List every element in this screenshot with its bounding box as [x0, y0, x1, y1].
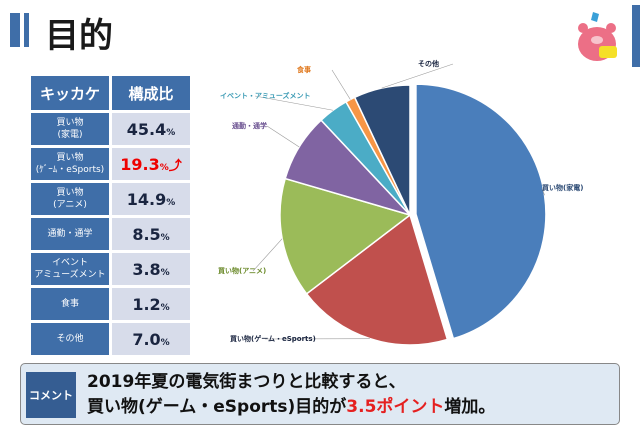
row-label-main: その他 — [56, 334, 84, 344]
row-unit: % — [166, 197, 176, 208]
right-accent-bar — [632, 5, 640, 67]
row-value: 8.5 — [132, 224, 161, 244]
leader-line — [541, 187, 545, 196]
bear-mascot-icon — [578, 12, 617, 61]
row-label-sub: (ｹﾞｰﾑ・eSports) — [35, 165, 105, 175]
row-label: イベントアミューズメント — [31, 253, 109, 285]
row-label-main: 食事 — [60, 299, 79, 309]
row-unit: % — [160, 302, 170, 313]
row-label: 買い物 (家電) — [31, 113, 109, 145]
table-row: 買い物 (アニメ) 14.9% — [31, 183, 190, 215]
row-value-cell: 8.5% — [112, 218, 190, 250]
comment-line2: 買い物(ゲーム・eSports)目的が3.5ポイント増加。 — [87, 395, 495, 420]
pie-slice — [305, 213, 449, 346]
leader-line — [254, 95, 334, 111]
comment-text: 2019年夏の電気街まつりと比較すると、 買い物(ゲーム・eSports)目的が… — [87, 370, 495, 420]
title-accent-bar — [24, 13, 29, 47]
table-row: その他 7.0% — [31, 323, 190, 355]
comment-line2-pre: 買い物(ゲーム・eSports)目的が — [87, 397, 347, 417]
row-label-main: 買い物 — [56, 118, 84, 128]
leader-line — [381, 63, 454, 89]
table-row: 買い物 (ｹﾞｰﾑ・eSports) 19.3%⤴ — [31, 148, 190, 180]
pie-slice — [279, 177, 412, 295]
row-label-sub: アミューズメント — [34, 270, 106, 280]
row-unit: % — [166, 127, 176, 138]
leader-line — [331, 69, 351, 100]
row-value: 7.0 — [132, 329, 161, 349]
slice-label: その他 — [418, 59, 439, 68]
row-label: 買い物 (アニメ) — [31, 183, 109, 215]
leader-line — [252, 238, 283, 272]
row-value: 3.8 — [132, 259, 161, 279]
row-value: 1.2 — [132, 294, 161, 314]
slice-label: 買い物(アニメ) — [217, 266, 266, 275]
row-label: 通勤・通学 — [31, 218, 109, 250]
row-label: 食事 — [31, 288, 109, 320]
row-value-cell: 45.4% — [112, 113, 190, 145]
row-value: 14.9 — [126, 189, 167, 209]
row-label-main: 通勤・通学 — [47, 229, 93, 239]
up-arrow-icon: ⤴ — [168, 158, 182, 174]
title-accent-bar — [10, 13, 20, 47]
comment-highlight: 3.5ポイント — [346, 397, 445, 417]
header-ratio: 構成比 — [112, 76, 190, 110]
pie-chart: 買い物(家電) 買い物(ゲーム・eSports) 買い物(アニメ) 通勤・通学 イベント… — [217, 59, 583, 346]
comment-line2-post: 増加。 — [444, 397, 496, 417]
row-value-cell: 3.8% — [112, 253, 190, 285]
table-row: イベントアミューズメント 3.8% — [31, 253, 190, 285]
row-value-cell: 19.3%⤴ — [112, 148, 190, 180]
slice-label: 買い物(家電) — [541, 183, 583, 192]
table-row: 食事 1.2% — [31, 288, 190, 320]
row-value: 19.3 — [120, 154, 160, 174]
row-unit: % — [160, 337, 170, 348]
pie-slice — [353, 84, 411, 216]
row-label-sub: (家電) — [57, 130, 83, 140]
table-row: 通勤・通学 8.5% — [31, 218, 190, 250]
comment-line1: 2019年夏の電気街まつりと比較すると、 — [87, 372, 406, 392]
row-value-cell: 1.2% — [112, 288, 190, 320]
row-value: 45.4 — [126, 119, 167, 139]
leader-line — [266, 125, 300, 148]
row-label: その他 — [31, 323, 109, 355]
row-label-main: 買い物 — [56, 153, 84, 163]
row-value-cell: 14.9% — [112, 183, 190, 215]
page-title: 目的 — [45, 16, 113, 56]
row-value-cell: 7.0% — [112, 323, 190, 355]
row-label-main: イベント — [51, 258, 88, 268]
slice-label: 食事 — [296, 65, 311, 74]
header-trigger: キッカケ — [31, 76, 109, 110]
row-unit: % — [159, 162, 169, 173]
comment-box: コメント 2019年夏の電気街まつりと比較すると、 買い物(ゲーム・eSport… — [20, 363, 620, 425]
slice-label: 通勤・通学 — [232, 121, 267, 130]
row-label-sub: (アニメ) — [53, 200, 87, 210]
composition-table: キッカケ 構成比 買い物 (家電) 45.4% 買い物 (ｹﾞｰﾑ・eSports) … — [28, 73, 193, 358]
row-label-main: 買い物 — [56, 188, 84, 198]
slice-label: 買い物(ゲーム・eSports) — [229, 334, 316, 343]
row-label: 買い物 (ｹﾞｰﾑ・eSports) — [31, 148, 109, 180]
table-row: 買い物 (家電) 45.4% — [31, 113, 190, 145]
row-unit: % — [160, 232, 170, 243]
row-unit: % — [160, 267, 170, 278]
comment-tag: コメント — [26, 372, 76, 418]
slice-label: イベント・アミューズメント — [220, 91, 311, 100]
